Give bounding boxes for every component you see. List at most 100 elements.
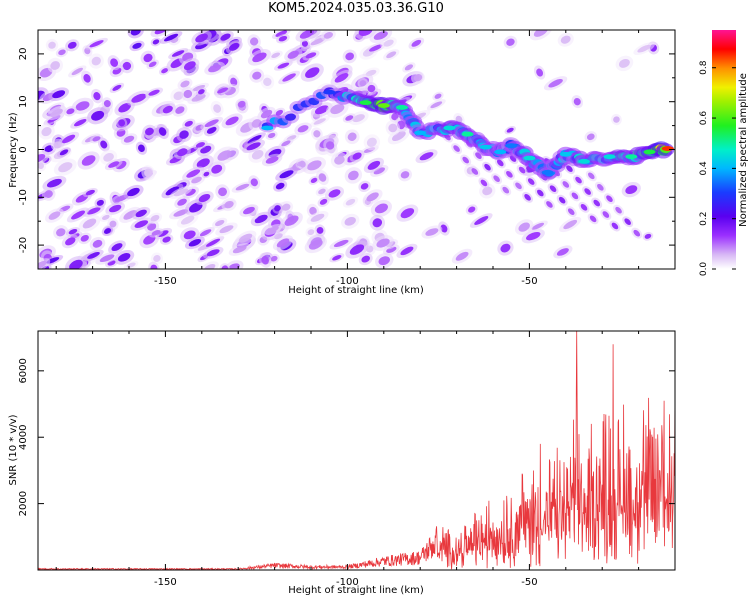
spectral-blob	[400, 208, 415, 219]
spectral-blob	[500, 243, 511, 253]
spectral-blob	[573, 97, 581, 106]
spectral-blob	[618, 58, 630, 68]
spectral-blob	[637, 44, 651, 53]
spectral-blob	[184, 120, 193, 127]
spectral-blob	[546, 201, 553, 208]
spectral-blob	[506, 38, 515, 46]
spectral-blob	[453, 145, 460, 152]
spectral-blob	[203, 263, 216, 269]
spectral-blob	[558, 196, 566, 204]
spectral-peak	[661, 146, 674, 151]
spectral-blob	[138, 144, 145, 152]
x-tick-label: -150	[154, 577, 177, 588]
spectral-blob	[214, 219, 225, 227]
spectral-blob	[148, 61, 157, 68]
snr-series-line	[38, 331, 675, 570]
spectral-blob	[274, 205, 281, 212]
spectral-blob	[227, 263, 240, 269]
spectral-blob	[38, 260, 47, 269]
spectral-peak	[479, 144, 492, 150]
spectral-blob	[177, 198, 187, 206]
spectral-blob	[388, 123, 398, 133]
spectral-blob	[299, 160, 306, 168]
spectral-blob	[177, 148, 188, 157]
spectral-blob	[325, 141, 335, 150]
spectral-blob	[345, 198, 356, 206]
spectral-blob	[145, 127, 154, 136]
spectral-blob	[625, 185, 638, 195]
spectral-blob	[518, 166, 526, 174]
spectral-blob	[633, 229, 641, 237]
spectral-blob	[566, 165, 573, 172]
spectral-blob	[506, 171, 513, 178]
spectral-blob	[118, 102, 131, 113]
spectral-blob	[482, 186, 493, 196]
spectral-blob	[204, 119, 219, 128]
spectral-blob	[515, 182, 522, 190]
snr-frame	[37, 330, 676, 571]
spectral-peak	[523, 155, 536, 161]
x-tick-label: -100	[336, 276, 359, 287]
spectral-blob	[99, 254, 115, 263]
spectral-blob	[502, 186, 510, 194]
spectral-blob	[518, 222, 530, 232]
spectral-blob	[563, 219, 578, 230]
spectral-blob	[301, 40, 308, 47]
spectral-blob	[361, 255, 371, 263]
spectral-blob	[270, 255, 278, 262]
spectral-blob	[282, 73, 296, 82]
snr-x-ticks: -150 -100 -50	[55, 331, 676, 588]
spectral-blob	[345, 115, 354, 121]
spectrogram-y-ticks: -20 -10 0 10 20	[18, 29, 675, 270]
spectral-peak	[559, 151, 572, 157]
spectral-blob	[56, 228, 66, 237]
spectral-blob	[152, 39, 160, 45]
spectral-blob	[560, 35, 571, 44]
spectral-peak	[461, 131, 474, 137]
spectral-blob	[198, 89, 205, 95]
spectral-blob	[81, 155, 96, 166]
spectral-blob	[85, 189, 95, 196]
colorbar-tick-label: 0.8	[699, 60, 709, 75]
spectral-blob	[93, 92, 101, 101]
spectral-blob	[281, 140, 291, 147]
spectral-blob	[597, 183, 604, 191]
spectral-blob	[96, 199, 104, 206]
x-tick-label: -150	[154, 276, 177, 287]
spectral-peak	[323, 89, 336, 95]
spectral-blob	[203, 171, 210, 177]
spectral-blob	[373, 31, 388, 40]
spectral-blob	[344, 217, 356, 226]
spectral-blob	[252, 52, 267, 63]
spectral-blob	[308, 239, 323, 250]
spectral-blob	[358, 30, 373, 36]
spectral-blob	[122, 61, 132, 71]
spectral-blob	[586, 133, 595, 141]
spectral-blob	[161, 68, 169, 74]
spectral-peak	[541, 170, 554, 175]
spectral-blob	[198, 193, 211, 203]
spectral-blob	[103, 153, 114, 162]
colorbar-tick-label: 0.0	[699, 262, 709, 277]
y-tick-label: 20	[18, 48, 29, 61]
spectral-blob	[108, 161, 120, 168]
spectral-blob	[471, 168, 479, 175]
spectral-blob	[462, 156, 469, 164]
spectral-blob	[173, 188, 189, 197]
spectral-blob	[526, 232, 541, 241]
spectral-blob	[44, 190, 53, 198]
spectral-blob	[48, 41, 56, 49]
spectral-blob	[383, 39, 394, 47]
spectral-blob	[131, 93, 147, 103]
spectral-peak	[261, 125, 274, 131]
spectral-blob	[92, 239, 103, 248]
spectral-blob	[192, 84, 206, 92]
spectral-blob	[352, 152, 362, 160]
spectral-blob	[468, 206, 476, 213]
spectral-blob	[284, 215, 299, 226]
spectral-blob	[71, 67, 83, 76]
spectral-blob	[430, 101, 443, 109]
spectral-blob	[580, 204, 588, 211]
y-tick-label: 0	[18, 146, 29, 152]
